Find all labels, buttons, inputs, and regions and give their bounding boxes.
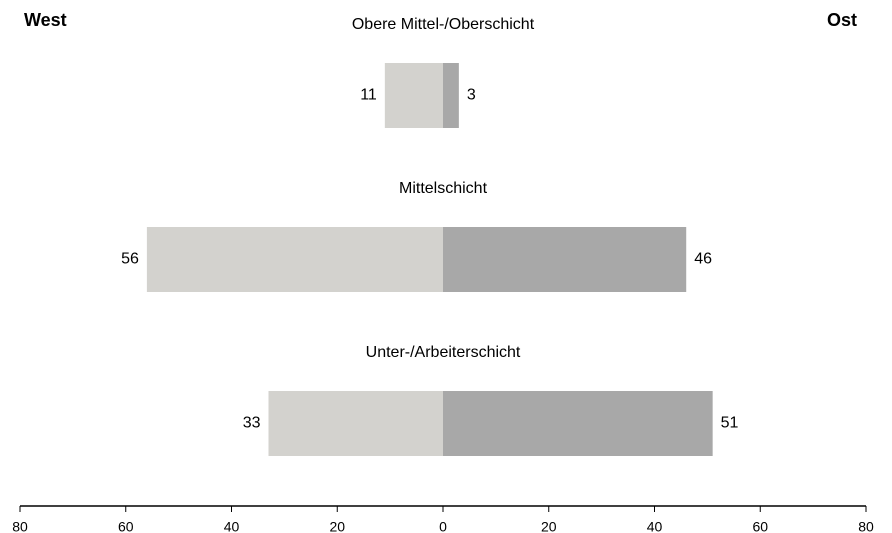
value-label: 46 — [694, 251, 712, 268]
value-label: 56 — [121, 251, 139, 268]
right-side-label: Ost — [827, 10, 857, 30]
bar — [443, 391, 713, 456]
value-label: 11 — [360, 87, 377, 104]
bar — [268, 391, 443, 456]
bar — [146, 227, 443, 292]
x-tick-label: 60 — [118, 519, 134, 533]
bar — [443, 227, 687, 292]
x-tick-label: 0 — [439, 519, 447, 533]
category-label: Obere Mittel-/Oberschicht — [352, 16, 535, 33]
x-tick-label: 40 — [647, 519, 663, 533]
x-tick-label: 60 — [752, 519, 768, 533]
x-tick-label: 20 — [541, 519, 557, 533]
category-label: Unter-/Arbeiterschicht — [366, 344, 521, 361]
value-label: 3 — [467, 87, 476, 104]
bar — [384, 63, 443, 128]
x-tick-label: 80 — [12, 519, 28, 533]
x-tick-label: 40 — [224, 519, 240, 533]
bar — [443, 63, 459, 128]
left-side-label: West — [24, 10, 67, 30]
x-tick-label: 20 — [329, 519, 345, 533]
value-label: 51 — [721, 415, 739, 432]
value-label: 33 — [243, 415, 261, 432]
x-tick-label: 80 — [858, 519, 874, 533]
category-label: Mittelschicht — [399, 180, 488, 197]
